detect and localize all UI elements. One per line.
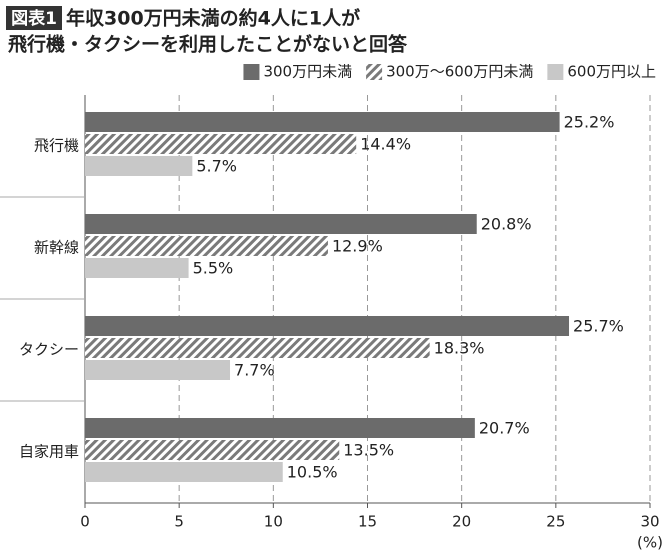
value-label: 13.5% bbox=[343, 441, 394, 460]
y-tick-label: 新幹線 bbox=[34, 239, 79, 257]
x-tick-label: 10 bbox=[264, 513, 283, 531]
badge: 図表1 bbox=[11, 8, 57, 29]
value-label: 5.5% bbox=[193, 259, 234, 278]
chart-title: 年収300万円未満の約4人に1人が bbox=[66, 7, 360, 30]
bar bbox=[85, 112, 560, 132]
bar bbox=[85, 418, 475, 438]
y-tick-label: タクシー bbox=[19, 341, 79, 359]
bar bbox=[85, 316, 570, 336]
x-tick-label: 20 bbox=[452, 513, 471, 531]
x-tick-label: 25 bbox=[546, 513, 565, 531]
y-tick-label: 飛行機 bbox=[34, 137, 79, 155]
x-tick-label: 0 bbox=[80, 513, 90, 531]
bar bbox=[85, 156, 193, 176]
bar bbox=[85, 360, 231, 380]
value-label: 25.2% bbox=[564, 113, 615, 132]
x-tick-label: 5 bbox=[174, 513, 184, 531]
legend-swatch bbox=[547, 64, 564, 80]
value-label: 10.5% bbox=[287, 463, 338, 482]
value-label: 20.8% bbox=[481, 215, 532, 234]
legend-label: 300万～600万円未満 bbox=[386, 63, 533, 81]
bar bbox=[85, 462, 283, 482]
bar bbox=[85, 258, 189, 278]
value-label: 12.9% bbox=[332, 237, 383, 256]
x-tick-label: 30 bbox=[640, 513, 659, 531]
value-label: 14.4% bbox=[360, 135, 411, 154]
value-label: 7.7% bbox=[234, 361, 275, 380]
x-axis-label: (%) bbox=[637, 534, 663, 552]
x-tick-label: 15 bbox=[358, 513, 377, 531]
value-label: 5.7% bbox=[196, 157, 237, 176]
bar bbox=[85, 440, 340, 460]
legend-swatch bbox=[243, 64, 260, 80]
bar bbox=[85, 134, 357, 154]
value-label: 25.7% bbox=[573, 317, 624, 336]
value-label: 18.3% bbox=[434, 339, 485, 358]
bar bbox=[85, 236, 328, 256]
bar bbox=[85, 214, 477, 234]
bar bbox=[85, 338, 430, 358]
legend-swatch bbox=[366, 64, 383, 80]
y-tick-label: 自家用車 bbox=[19, 443, 79, 461]
legend-label: 300万円未満 bbox=[263, 63, 352, 81]
legend-label: 600万円以上 bbox=[567, 63, 656, 81]
badge-bg bbox=[6, 6, 62, 30]
value-label: 20.7% bbox=[479, 419, 530, 438]
chart-title: 飛行機・タクシーを利用したことがないと回答 bbox=[8, 33, 408, 56]
